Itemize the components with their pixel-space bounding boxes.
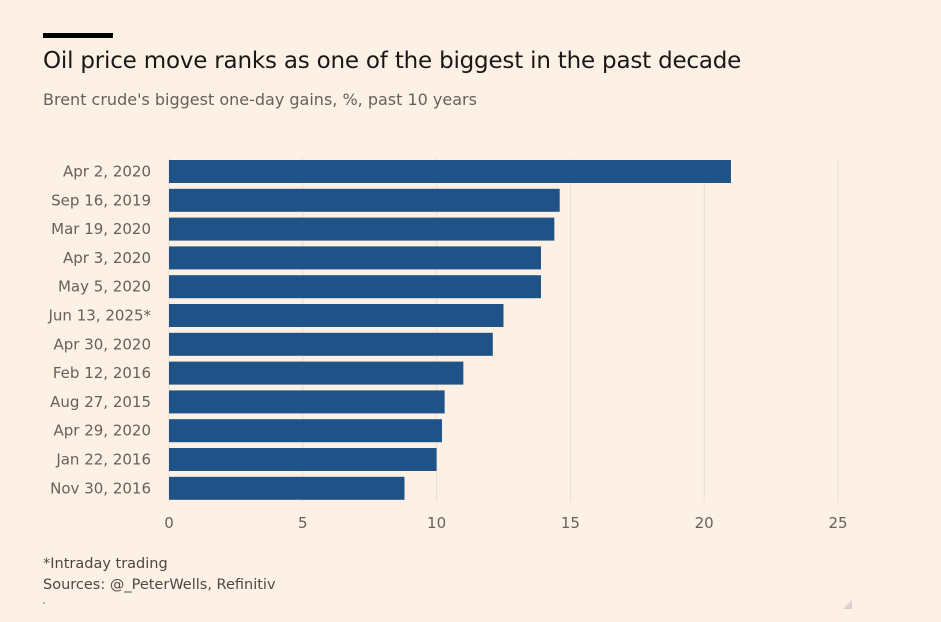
bar [169,476,405,500]
y-category-label: Apr 30, 2020 [53,335,151,353]
y-category-label: Jan 22, 2016 [55,451,151,469]
bar [169,160,731,183]
x-tick-label: 10 [427,514,446,532]
bar [169,419,442,443]
footnote: *Intraday trading [43,556,168,572]
y-category-label: Apr 29, 2020 [53,422,151,440]
chart-title: Oil price move ranks as one of the bigge… [43,48,742,74]
x-tick-label: 15 [561,514,580,532]
bar [169,188,560,212]
source-note: Sources: @_PeterWells, Refinitiv [43,577,276,593]
y-category-label: Jun 13, 2025* [47,307,151,325]
bars [169,160,731,500]
bar [169,332,493,356]
footer-dot [43,602,45,604]
y-axis-labels: Apr 2, 2020 Sep 16, 2019 Mar 19, 2020 Apr 3… [47,163,151,498]
x-tick-label: 20 [695,514,714,532]
bar [169,361,464,385]
bar-chart: Apr 2, 2020 Sep 16, 2019 Mar 19, 2020 Apr 3… [47,158,848,532]
y-category-label: Nov 30, 2016 [50,479,151,497]
x-tick-label: 5 [298,514,308,532]
gridlines [168,158,839,502]
y-category-label: Mar 19, 2020 [51,220,151,238]
y-category-label: Sep 16, 2019 [51,191,151,209]
resize-corner-mark [843,600,852,609]
y-category-label: May 5, 2020 [58,278,151,296]
y-category-label: Aug 27, 2015 [50,393,151,411]
bar [169,304,504,327]
x-tick-label: 0 [164,514,174,532]
chart-subtitle: Brent crude's biggest one-day gains, %, … [43,90,477,109]
bar [169,217,555,241]
y-category-label: Apr 3, 2020 [63,249,151,267]
x-tick-label: 25 [828,514,847,532]
bar [169,390,445,414]
top-rule [43,33,113,38]
x-axis-labels: 0 5 10 15 20 25 [164,514,847,532]
bar [169,246,541,270]
bar [169,448,437,471]
bar [169,275,541,299]
y-category-label: Apr 2, 2020 [63,163,151,181]
y-category-label: Feb 12, 2016 [53,364,151,382]
